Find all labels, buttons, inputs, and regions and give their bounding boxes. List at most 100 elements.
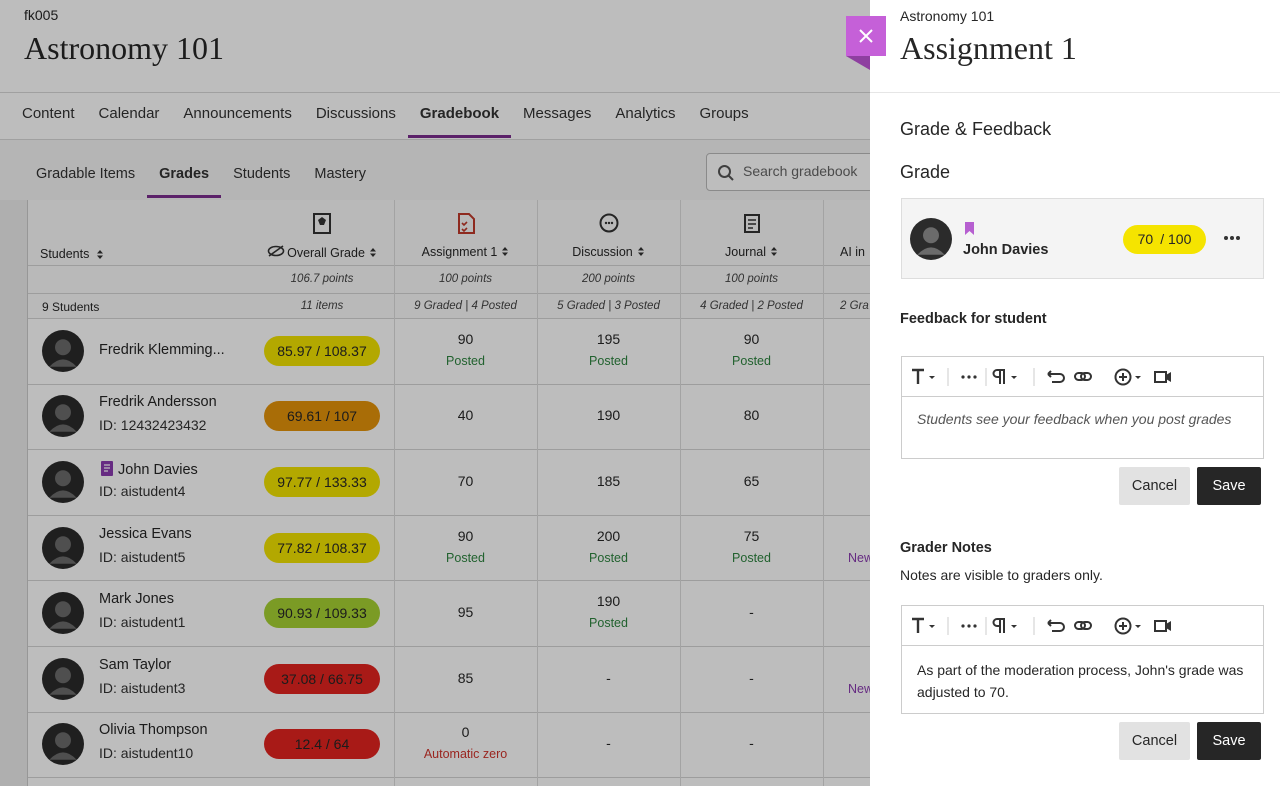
grade-value[interactable]: - [749, 669, 754, 686]
column-icon [457, 213, 475, 234]
row-line [28, 293, 870, 294]
notes-editor[interactable]: As part of the moderation process, John'… [901, 645, 1264, 714]
ai-status: New [848, 681, 870, 696]
grade-value[interactable]: 95 [457, 604, 474, 621]
nav-tab[interactable]: Groups [699, 105, 749, 122]
save-button[interactable]: Save [1197, 467, 1261, 505]
nav-tab[interactable]: Calendar [98, 105, 160, 122]
panel-title: Assignment 1 [900, 30, 1077, 66]
grade-value[interactable]: 80 [743, 407, 760, 424]
course-title: Astronomy 101 [24, 30, 224, 66]
avatar [42, 329, 84, 372]
column-label[interactable]: Discussion [572, 245, 633, 259]
student-name[interactable]: Sam Taylor [99, 657, 171, 673]
grade-value[interactable]: 185 [596, 473, 621, 489]
student-name[interactable]: Jessica Evans [99, 526, 192, 542]
column-label[interactable]: Overall Grade [287, 246, 365, 260]
overall-grade[interactable]: 69.61 / 107 [264, 401, 380, 432]
student-name: John Davies [963, 242, 1049, 258]
grade-value[interactable]: 0 [461, 724, 470, 741]
overall-grade[interactable]: 90.93 / 109.33 [264, 598, 380, 629]
grade-value[interactable]: 65 [743, 473, 760, 489]
grade-value[interactable]: 40 [457, 407, 474, 424]
column-label[interactable]: Journal [725, 245, 766, 259]
column-summary: 11 items [300, 300, 344, 312]
student-name[interactable]: Fredrik Andersson [99, 394, 217, 410]
grade-value[interactable]: - [606, 735, 611, 752]
grade-value[interactable]: 70 [457, 473, 474, 489]
student-id: ID: 12432423432 [99, 417, 207, 434]
column-summary: 5 Graded | 3 Posted [557, 300, 660, 312]
overall-grade[interactable]: 12.4 / 64 [264, 729, 380, 760]
student-id: ID: aistudent3 [99, 679, 186, 696]
nav-tab[interactable]: Gradebook [407, 98, 512, 138]
grade-value[interactable]: 200 [596, 527, 621, 544]
column-label[interactable]: Assignment 1 [421, 245, 498, 259]
column-header: AI in [823, 245, 870, 259]
grade-value[interactable]: - [606, 669, 611, 686]
subnav-tab[interactable]: Mastery [314, 166, 366, 182]
editor-toolbar [901, 356, 1264, 397]
close-button[interactable] [846, 16, 886, 56]
name-text: Sam Taylor [99, 656, 172, 673]
cancel-button[interactable]: Cancel [1119, 722, 1190, 760]
column-header: Journal [680, 245, 823, 259]
avatar [42, 395, 84, 438]
grade-value[interactable]: 90 [743, 330, 760, 347]
section-heading: Grade & Feedback [900, 119, 1052, 139]
grade-status: Posted [589, 550, 628, 565]
overall-grade[interactable]: 77.82 / 108.37 [264, 532, 380, 563]
divider [0, 139, 870, 140]
student-name[interactable]: John Davies [99, 460, 198, 478]
search-box[interactable]: Search gradebook [706, 153, 870, 191]
editor-placeholder: Students see your feedback when you post… [917, 411, 1232, 427]
nav-tab[interactable]: Content [22, 105, 75, 122]
subnav-tab[interactable]: Grades [147, 160, 222, 198]
sort [365, 246, 377, 257]
nav-tab[interactable]: Discussions [315, 105, 396, 122]
column-summary: 2 Gra [840, 300, 869, 312]
overall-grade[interactable]: 97.77 / 133.33 [264, 467, 380, 497]
overall-grade[interactable]: 37.08 / 66.75 [264, 663, 380, 694]
grade-value[interactable]: - [749, 735, 754, 752]
avatar [42, 526, 84, 569]
grade-value[interactable]: - [749, 604, 754, 621]
grade-value[interactable]: 85 [457, 669, 474, 686]
column-label[interactable]: AI in [840, 245, 866, 259]
student-name[interactable]: Olivia Thompson [99, 722, 208, 738]
editor-text: As part of the moderation process, John'… [917, 662, 1244, 700]
row-line [28, 383, 870, 385]
column-line [537, 200, 538, 786]
feedback-editor[interactable]: Students see your feedback when you post… [901, 396, 1264, 459]
field-label: Feedback for student [900, 311, 1047, 327]
subnav-tab[interactable]: Students [233, 166, 291, 182]
grade-value[interactable]: 90 [457, 330, 474, 347]
student-name[interactable]: Mark Jones [99, 591, 174, 607]
column-icon [743, 214, 760, 233]
student-name[interactable]: Fredrik Klemming... [99, 342, 225, 358]
subnav-tab[interactable]: Gradable Items [36, 166, 136, 182]
nav-tab[interactable]: Announcements [183, 105, 292, 122]
grade-status: Posted [589, 353, 628, 368]
grade-value[interactable]: 75 [743, 527, 760, 544]
sort [766, 245, 778, 256]
column-points: 100 points [724, 273, 779, 285]
grade-value[interactable]: 190 [596, 407, 621, 424]
cancel-button[interactable]: Cancel [1119, 467, 1190, 505]
hidden-icon [267, 245, 287, 257]
overall-grade[interactable]: 85.97 / 108.37 [264, 335, 380, 366]
grade-value[interactable]: 195 [596, 330, 621, 347]
column-header: Discussion [537, 245, 680, 259]
grade-pill[interactable]: 70 / 100 [1123, 225, 1206, 254]
search-placeholder: Search gradebook [743, 163, 858, 179]
grade-value[interactable]: 190 [596, 593, 621, 610]
row-line [28, 514, 870, 516]
header-label: Students [40, 247, 90, 261]
close-fold [846, 56, 870, 70]
nav-tab[interactable]: Messages [523, 105, 592, 122]
save-button[interactable]: Save [1197, 722, 1261, 760]
grade-value[interactable]: 90 [457, 527, 474, 544]
nav-tab[interactable]: Analytics [615, 105, 676, 122]
more-menu [1224, 236, 1240, 240]
